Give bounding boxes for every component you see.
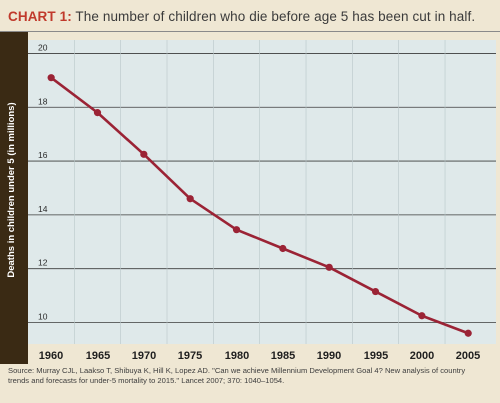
y-tick-label: 14 <box>38 204 48 214</box>
data-point <box>140 150 148 158</box>
y-tick-label: 10 <box>38 311 48 321</box>
data-point <box>371 287 380 296</box>
plot-area <box>28 40 496 344</box>
y-tick-label: 12 <box>38 258 48 268</box>
x-tick-label: 1980 <box>225 350 249 362</box>
y-axis-label: Deaths in children under 5 (in millions) <box>6 102 17 277</box>
data-point <box>464 329 472 337</box>
chart-title-lead: CHART 1: <box>8 9 72 24</box>
data-point <box>186 195 194 203</box>
x-tick-label: 2005 <box>456 350 480 362</box>
x-tick-label: 1970 <box>132 350 156 362</box>
x-tick-label: 1960 <box>39 350 63 362</box>
y-axis-ticks: 10 12 14 16 18 20 <box>38 42 48 321</box>
chart-title-text: The number of children who die before ag… <box>75 9 476 24</box>
gridlines <box>28 40 496 344</box>
chart-title: CHART 1: The number of children who die … <box>8 9 496 24</box>
x-tick-label: 1965 <box>86 350 110 362</box>
x-tick-label: 2000 <box>410 350 434 362</box>
data-series <box>47 74 472 337</box>
data-point <box>325 263 333 271</box>
series-line <box>50 76 469 335</box>
data-point <box>232 226 241 234</box>
data-point <box>93 109 102 117</box>
y-tick-label: 16 <box>38 150 48 160</box>
title-divider <box>0 31 500 32</box>
data-point <box>279 244 287 253</box>
data-point <box>418 312 426 320</box>
axis-band <box>0 32 28 364</box>
x-tick-label: 1995 <box>364 350 388 362</box>
x-tick-label: 1975 <box>178 350 202 362</box>
x-tick-label: 1985 <box>271 350 295 362</box>
x-axis-ticks: 1960 1965 1970 1975 1980 1985 1990 1995 2000 2005 <box>39 350 480 362</box>
line-chart: 10 12 14 16 18 20 1960 1965 1970 1975 1980 1985 199… <box>0 32 496 364</box>
x-tick-label: 1990 <box>317 350 341 362</box>
data-point <box>47 74 55 82</box>
y-tick-label: 20 <box>38 42 48 52</box>
y-tick-label: 18 <box>38 96 48 106</box>
source-note: Source: Murray CJL, Laakso T, Shibuya K,… <box>8 366 466 385</box>
